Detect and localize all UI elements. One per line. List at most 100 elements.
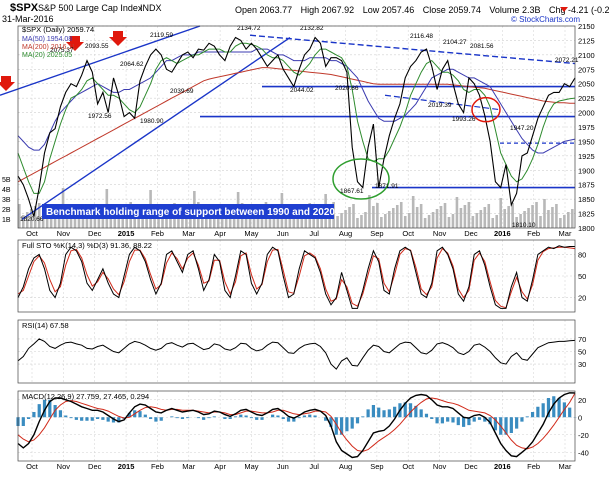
volume-bar	[157, 215, 160, 228]
month-label-top-13: Nov	[433, 229, 447, 238]
volume-bar	[407, 213, 411, 228]
volume-bar	[519, 214, 522, 228]
price-tick-label-2: 1850	[578, 195, 595, 204]
symbol-label: $SPX	[10, 2, 39, 14]
price-tick-label-0: 1800	[578, 224, 595, 233]
macd-tick-label-0: -40	[578, 448, 589, 457]
month-label-bottom-3: 2015	[118, 462, 135, 471]
volume-bar	[384, 214, 387, 228]
volume-bar	[177, 217, 180, 228]
price-annotation-4: 2064.62	[120, 61, 144, 68]
macd-histogram-bar	[276, 415, 280, 418]
macd-histogram-bar	[472, 417, 476, 422]
red-down-arrow-icon	[66, 36, 84, 51]
volume-bar	[185, 211, 188, 228]
macd-panel-title: MACD(12,26,9) 27.759, 27.465, 0.294	[22, 392, 149, 401]
price-line	[17, 36, 576, 217]
price-annotation-3: 1972.56	[88, 113, 112, 120]
sto-tick-label-1: 50	[578, 272, 586, 281]
lower-trend-line	[21, 36, 291, 220]
volume-tick-label-3: 4B	[2, 187, 11, 194]
volume-bar	[419, 204, 423, 228]
macd-histogram-bar	[32, 412, 36, 418]
month-label-bottom-6: Apr	[214, 462, 226, 471]
price-tick-label-10: 2050	[578, 80, 595, 89]
volume-bar	[161, 212, 164, 228]
upper-trend-line	[0, 25, 201, 96]
macd-histogram-bar	[440, 417, 444, 424]
volume-bar	[527, 208, 530, 228]
volume-bar	[439, 206, 443, 228]
month-label-bottom-1: Nov	[57, 462, 71, 471]
volume-bar	[364, 212, 367, 228]
macd-tick-label-3: 20	[578, 396, 586, 405]
month-label-bottom-5: Mar	[182, 462, 195, 471]
macd-histogram-bar	[419, 409, 423, 418]
macd-histogram-bar	[350, 417, 354, 429]
macd-histogram-bar	[154, 417, 158, 422]
price-tick-label-7: 1975	[578, 123, 595, 132]
volume-bar	[228, 212, 232, 228]
macd-histogram-bar	[74, 417, 78, 420]
volume-bar	[224, 215, 228, 228]
volume-bar	[133, 216, 136, 228]
volume-bar	[201, 216, 204, 228]
price-annotation-5: 1980.90	[140, 118, 164, 125]
macd-histogram-bar	[117, 417, 121, 423]
macd-histogram-bar	[85, 417, 89, 421]
rsi-tick-label-2: 70	[578, 335, 586, 344]
month-label-top-7: May	[244, 229, 258, 238]
volume-bar	[455, 197, 459, 228]
macd-histogram-bar	[64, 415, 68, 418]
price-annotation-18: 1993.26	[452, 116, 476, 123]
macd-histogram-bar	[477, 417, 482, 420]
macd-histogram-bar	[286, 417, 291, 422]
macd-histogram-bar	[255, 417, 259, 420]
month-label-top-14: Dec	[464, 229, 478, 238]
price-annotation-19: 1947.20	[510, 125, 534, 132]
volume-bar	[296, 212, 300, 228]
volume-bar	[368, 195, 371, 228]
volume-bar	[427, 215, 431, 228]
month-label-bottom-15: 2016	[494, 462, 511, 471]
macd-histogram-bar	[159, 417, 163, 421]
macd-histogram-bar	[48, 399, 52, 418]
macd-histogram-bar	[170, 416, 174, 418]
price-tick-label-4: 1900	[578, 166, 595, 175]
rsi-line	[17, 338, 576, 370]
volume-bar	[411, 196, 415, 228]
price-tick-label-12: 2100	[578, 51, 595, 60]
macd-histogram-bar	[541, 403, 545, 418]
macd-panel-frame	[17, 390, 576, 462]
volume-bar	[459, 208, 463, 228]
volume-bar	[539, 216, 542, 228]
price-annotation-7: 2119.59	[150, 32, 173, 39]
price-tick-label-9: 2025	[578, 94, 595, 103]
volume-bar	[117, 211, 121, 228]
volume-bar	[137, 213, 140, 228]
macd-histogram-bar	[414, 405, 418, 418]
macd-histogram-bar	[95, 417, 100, 419]
exchange-label: INDX	[140, 3, 162, 13]
volume-bar	[252, 211, 256, 228]
month-label-top-4: Feb	[151, 229, 164, 238]
volume-bar	[340, 213, 343, 228]
macd-histogram-bar	[233, 416, 238, 418]
macd-histogram-bar	[202, 417, 206, 420]
macd-histogram-bar	[493, 417, 498, 431]
macd-histogram-bar	[90, 417, 94, 421]
month-label-bottom-12: Oct	[402, 462, 415, 471]
macd-histogram-bar	[212, 416, 216, 418]
rsi-tick-label-0: 30	[578, 360, 586, 369]
volume-bar	[443, 203, 447, 228]
month-label-bottom-10: Aug	[339, 462, 352, 471]
month-label-bottom-13: Nov	[433, 462, 447, 471]
volume-bar	[479, 210, 483, 228]
price-tick-label-1: 1825	[578, 210, 595, 219]
volume-bar	[352, 204, 355, 228]
macd-histogram-bar	[509, 417, 513, 433]
month-label-top-15: 2016	[494, 229, 511, 238]
month-label-top-16: Feb	[527, 229, 540, 238]
volume-bar	[292, 215, 296, 228]
sto-panel-frame	[17, 239, 576, 313]
